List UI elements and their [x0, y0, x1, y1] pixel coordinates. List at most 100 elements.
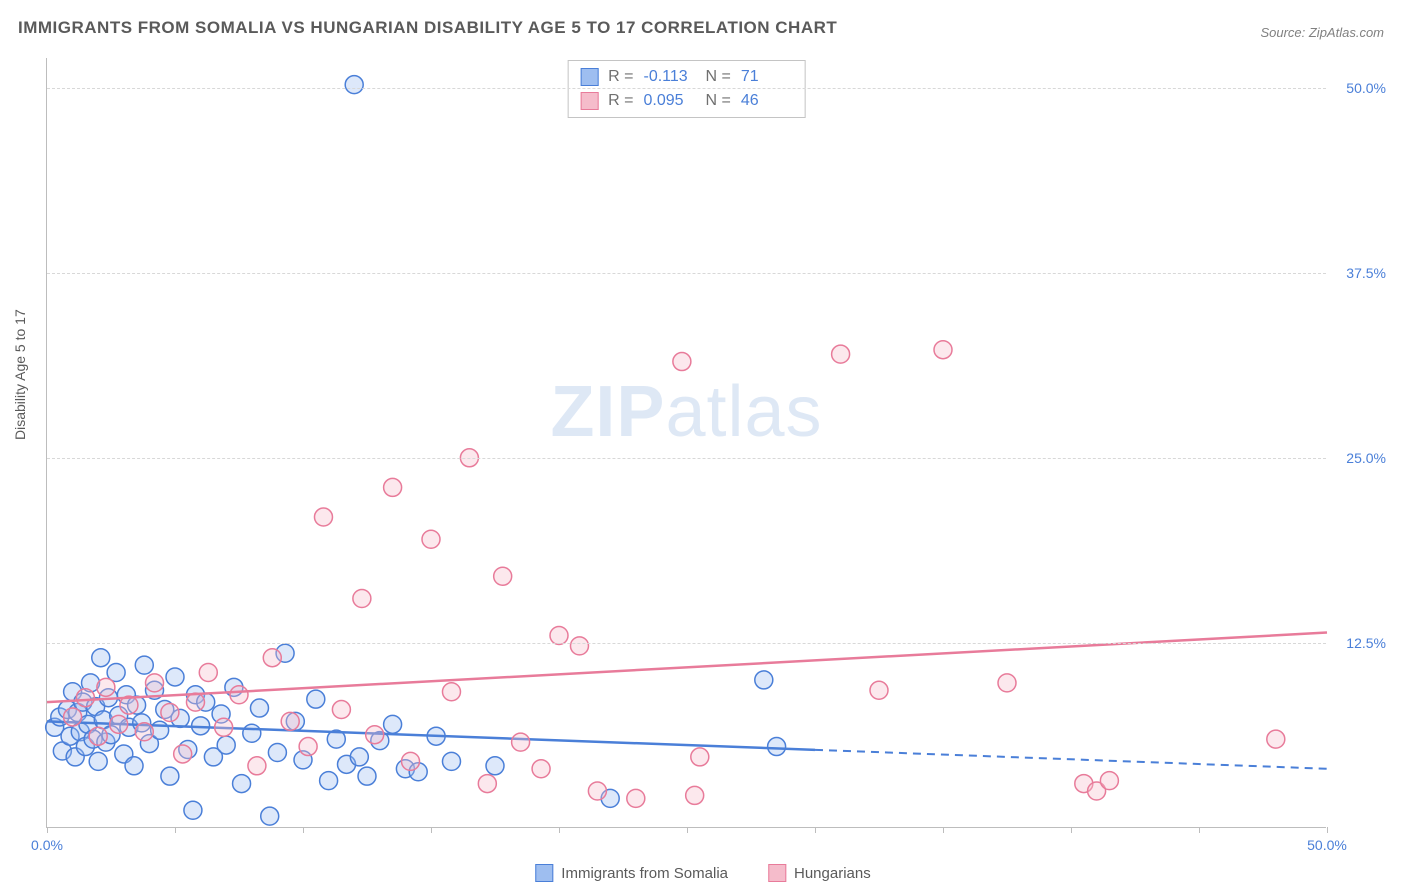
y-tick-label: 50.0%: [1346, 80, 1386, 96]
scatter-point: [627, 789, 645, 807]
stats-n-label-0: N =: [706, 65, 731, 89]
stats-r-value-0: -0.113: [644, 65, 696, 89]
legend-item-0: Immigrants from Somalia: [535, 864, 728, 882]
scatter-point: [832, 345, 850, 363]
grid-line-h: [47, 643, 1326, 644]
scatter-point: [486, 757, 504, 775]
stats-row-1: R = 0.095 N = 46: [580, 89, 793, 113]
stats-row-0: R = -0.113 N = 71: [580, 65, 793, 89]
x-tick: [1071, 827, 1072, 833]
legend-label-1: Hungarians: [794, 865, 871, 882]
scatter-point: [532, 760, 550, 778]
scatter-point: [186, 693, 204, 711]
scatter-point: [384, 715, 402, 733]
y-tick-label: 25.0%: [1346, 450, 1386, 466]
scatter-point: [673, 353, 691, 371]
scatter-point: [307, 690, 325, 708]
chart-title: IMMIGRANTS FROM SOMALIA VS HUNGARIAN DIS…: [18, 18, 837, 38]
scatter-point: [422, 530, 440, 548]
scatter-point: [174, 745, 192, 763]
scatter-point: [248, 757, 266, 775]
scatter-point: [550, 627, 568, 645]
scatter-point: [135, 723, 153, 741]
bottom-legend: Immigrants from Somalia Hungarians: [535, 864, 870, 882]
x-tick: [559, 827, 560, 833]
scatter-point: [442, 752, 460, 770]
grid-line-h: [47, 458, 1326, 459]
legend-swatch-1: [768, 864, 786, 882]
scatter-point: [384, 478, 402, 496]
scatter-point: [281, 712, 299, 730]
chart-svg: [47, 58, 1326, 827]
chart-container: IMMIGRANTS FROM SOMALIA VS HUNGARIAN DIS…: [0, 0, 1406, 892]
scatter-point: [64, 708, 82, 726]
scatter-point: [350, 748, 368, 766]
scatter-point: [261, 807, 279, 825]
scatter-point: [166, 668, 184, 686]
grid-line-h: [47, 273, 1326, 274]
legend-swatch-0: [535, 864, 553, 882]
scatter-point: [184, 801, 202, 819]
stats-r-label-1: R =: [608, 89, 633, 113]
scatter-point: [402, 752, 420, 770]
scatter-point: [125, 757, 143, 775]
scatter-point: [870, 681, 888, 699]
scatter-point: [110, 715, 128, 733]
scatter-point: [1267, 730, 1285, 748]
stats-n-value-0: 71: [741, 65, 793, 89]
scatter-point: [998, 674, 1016, 692]
scatter-point: [217, 736, 235, 754]
scatter-point: [366, 726, 384, 744]
x-tick: [431, 827, 432, 833]
scatter-point: [570, 637, 588, 655]
scatter-point: [89, 727, 107, 745]
scatter-point: [353, 589, 371, 607]
scatter-point: [215, 718, 233, 736]
scatter-point: [478, 775, 496, 793]
x-tick: [1199, 827, 1200, 833]
source-label: Source: ZipAtlas.com: [1260, 25, 1384, 40]
y-tick-label: 12.5%: [1346, 635, 1386, 651]
scatter-point: [320, 772, 338, 790]
scatter-point: [89, 752, 107, 770]
scatter-point: [135, 656, 153, 674]
x-tick: [303, 827, 304, 833]
x-tick: [943, 827, 944, 833]
scatter-point: [233, 775, 251, 793]
scatter-point: [199, 664, 217, 682]
scatter-point: [494, 567, 512, 585]
scatter-point: [358, 767, 376, 785]
x-tick: [47, 827, 48, 833]
stats-r-label-0: R =: [608, 65, 633, 89]
scatter-point: [691, 748, 709, 766]
stats-n-label-1: N =: [706, 89, 731, 113]
stats-box: R = -0.113 N = 71 R = 0.095 N = 46: [567, 60, 806, 118]
scatter-point: [332, 701, 350, 719]
y-tick-label: 37.5%: [1346, 265, 1386, 281]
stats-r-value-1: 0.095: [644, 89, 696, 113]
scatter-point: [686, 786, 704, 804]
scatter-point: [92, 649, 110, 667]
scatter-point: [314, 508, 332, 526]
x-tick: [815, 827, 816, 833]
x-tick-label: 0.0%: [31, 837, 63, 853]
scatter-point: [76, 689, 94, 707]
legend-item-1: Hungarians: [768, 864, 871, 882]
scatter-point: [512, 733, 530, 751]
scatter-point: [146, 674, 164, 692]
scatter-point: [161, 704, 179, 722]
stats-swatch-0: [580, 68, 598, 86]
y-axis-label: Disability Age 5 to 17: [12, 309, 28, 440]
scatter-point: [268, 743, 286, 761]
scatter-point: [97, 678, 115, 696]
scatter-point: [299, 738, 317, 756]
scatter-point: [345, 76, 363, 94]
legend-label-0: Immigrants from Somalia: [561, 865, 728, 882]
scatter-point: [768, 738, 786, 756]
x-tick: [175, 827, 176, 833]
scatter-point: [161, 767, 179, 785]
scatter-point: [243, 724, 261, 742]
scatter-point: [934, 341, 952, 359]
x-tick: [1327, 827, 1328, 833]
scatter-point: [755, 671, 773, 689]
